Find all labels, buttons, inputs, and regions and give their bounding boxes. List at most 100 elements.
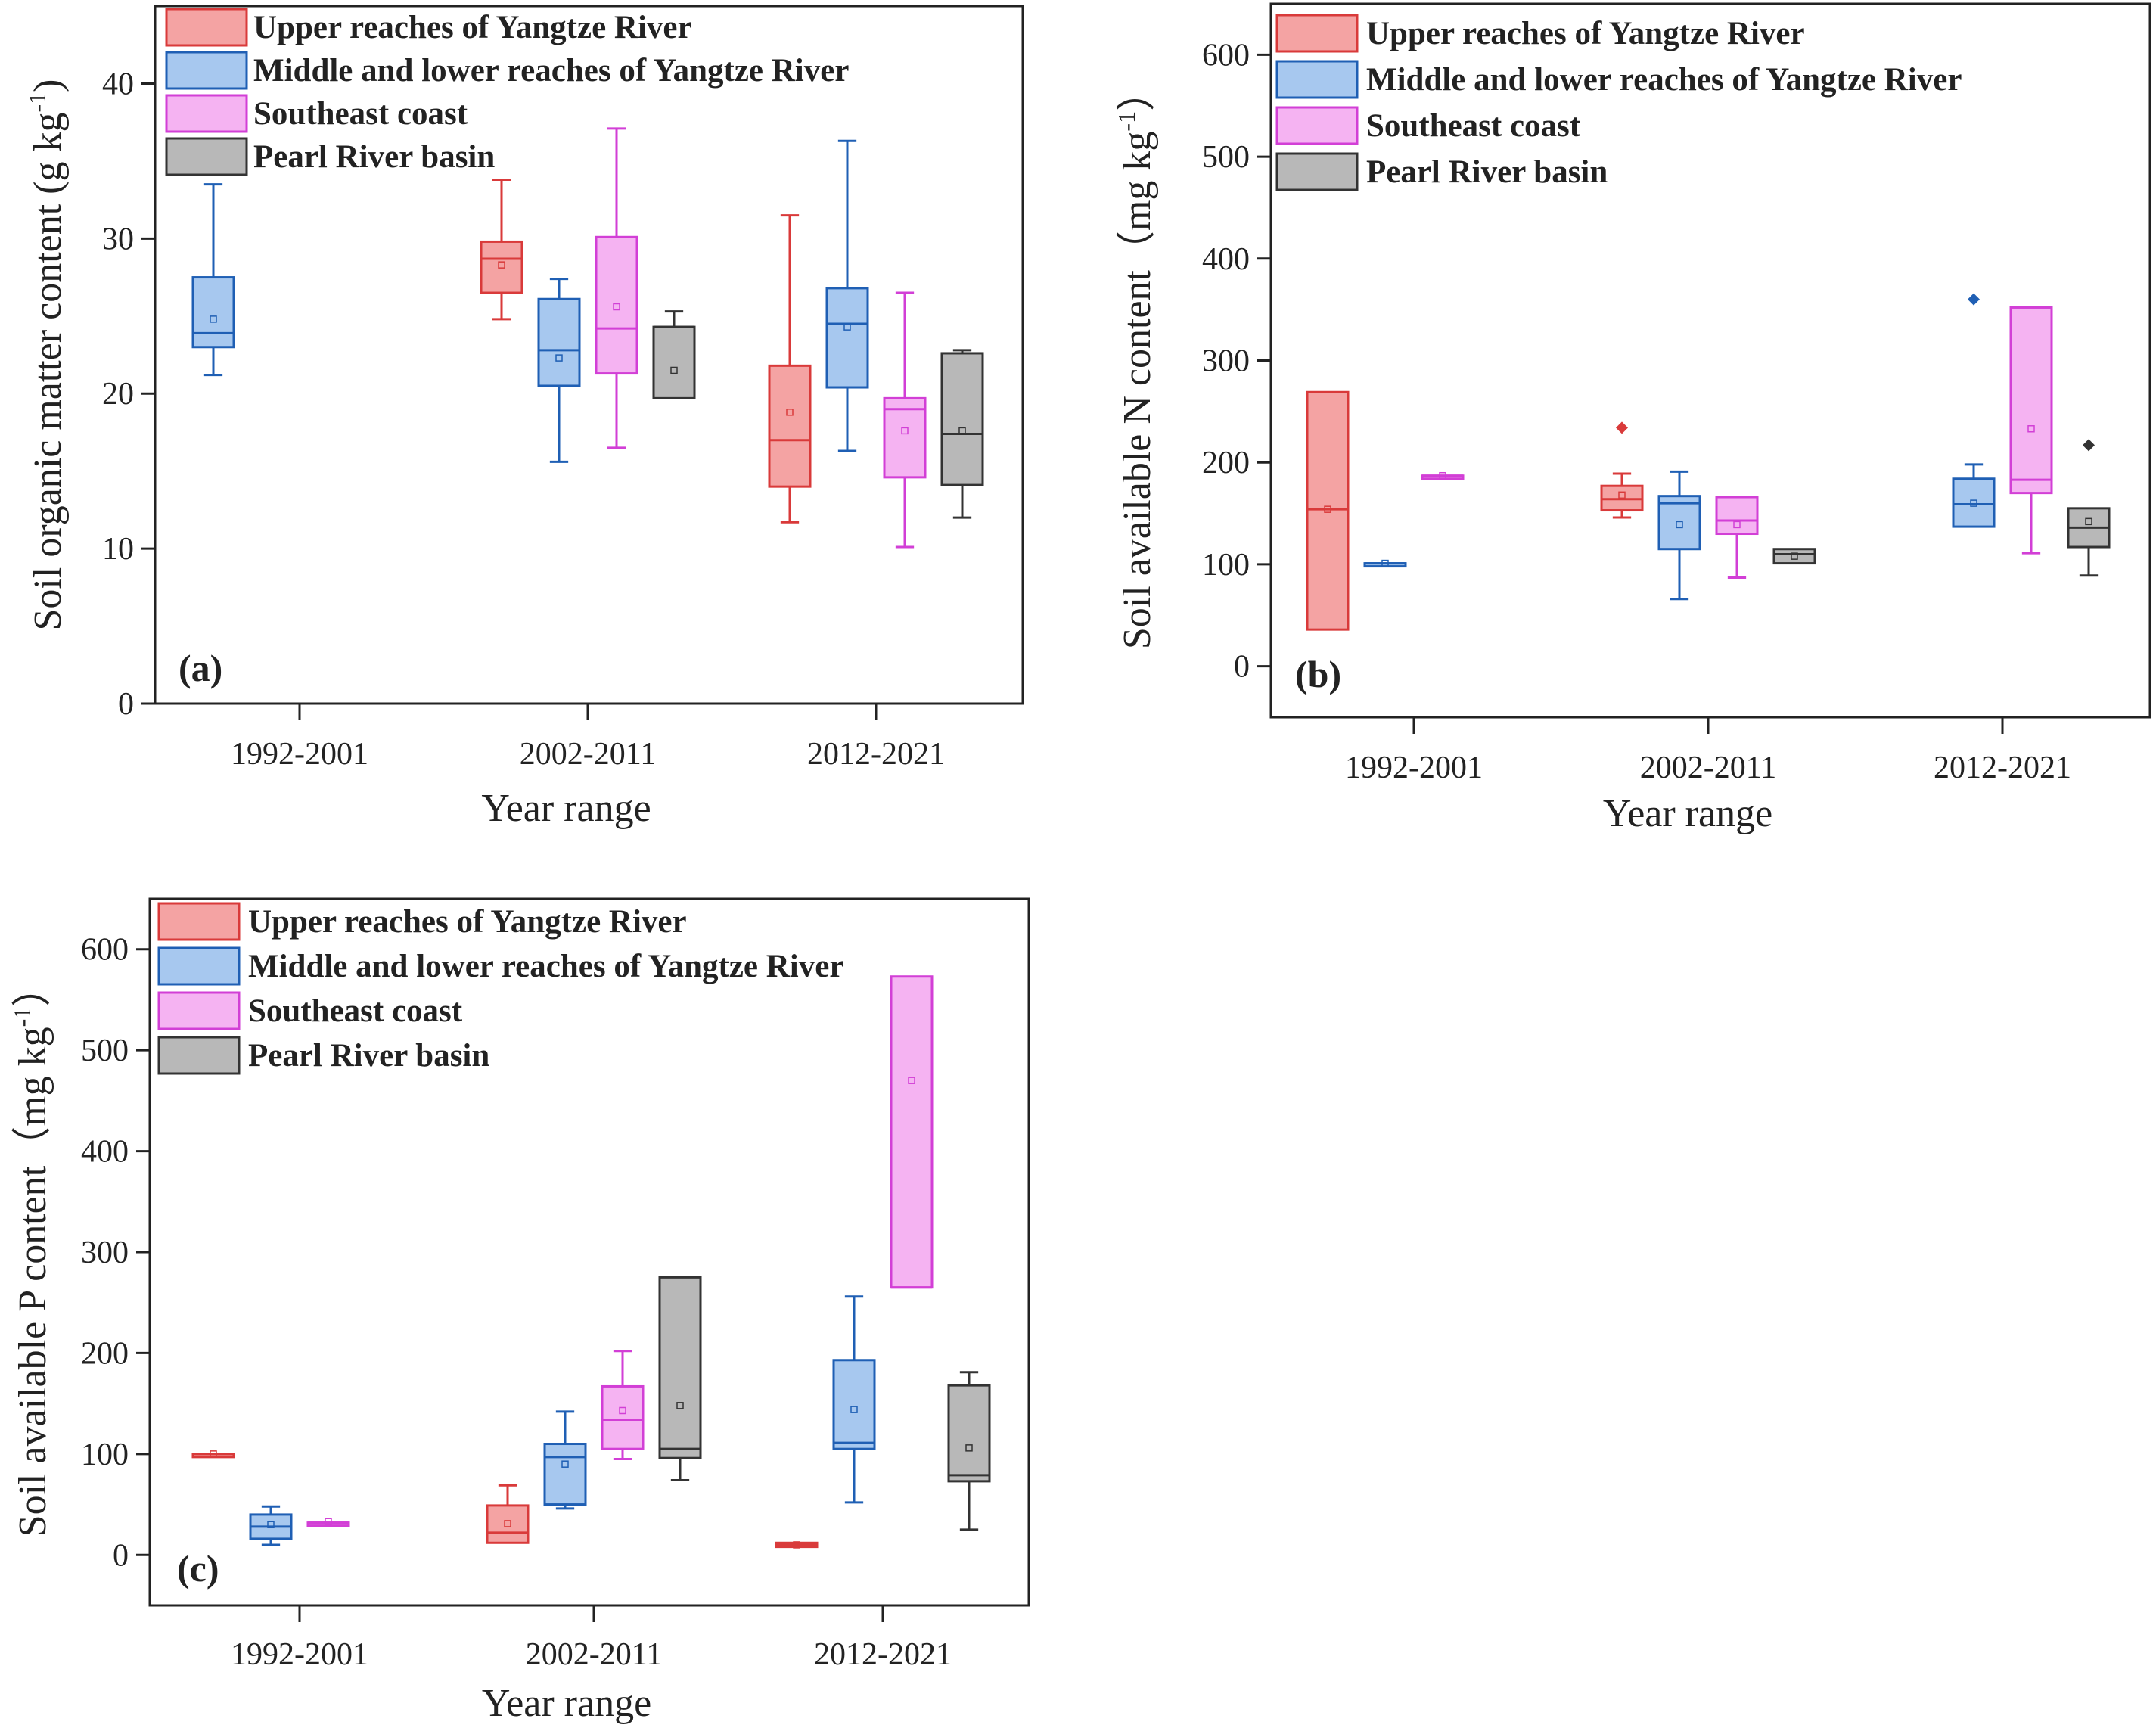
mean-marker: [613, 303, 620, 311]
box-iqr: [480, 240, 523, 294]
box-iqr: [595, 235, 638, 375]
x-tick-label: 2002-2011: [526, 1637, 662, 1672]
box-middle-and-lower-reaches-of-yangtze-river-1992-2001: [249, 1505, 293, 1546]
y-tick-label: 0: [1234, 650, 1250, 685]
y-axis-title: Soil available N content（mg kg-1）: [1113, 72, 1159, 649]
y-tick-label: 40: [102, 67, 134, 101]
chart-panel-2: 0 100 200 300 400 500 600 1992-2001 2002-2011 201…: [1113, 2, 2151, 835]
mean-marker: [619, 1406, 626, 1415]
mean-marker: [850, 1406, 858, 1413]
box-upper-reaches-of-yangtze-river-2002-2011: [486, 1484, 530, 1544]
mean-marker: [1791, 552, 1798, 560]
box-iqr: [2009, 306, 2053, 495]
legend-label: Pearl River basin: [248, 1038, 489, 1074]
mean-marker: [1970, 499, 1977, 507]
box-pearl-river-basin-2002-2011: [1772, 548, 1816, 565]
legend-label: Southeast coast: [1366, 108, 1581, 144]
x-axis-title: Year range: [482, 1682, 651, 1725]
legend: Upper reaches of Yangtze River Middle and…: [1275, 14, 1962, 191]
legend-label: Upper reaches of Yangtze River: [1366, 16, 1805, 51]
box-upper-reaches-of-yangtze-river-2002-2011: [480, 178, 523, 321]
y-tick-label: 600: [81, 933, 129, 968]
mean-marker: [267, 1521, 275, 1529]
box-middle-and-lower-reaches-of-yangtze-river-2012-2021: [832, 1295, 876, 1504]
y-tick-label: 400: [1202, 242, 1250, 277]
box-southeast-coast-1992-2001: [306, 1518, 350, 1527]
x-axis-title: Year range: [1603, 792, 1772, 835]
legend-swatch: [157, 991, 241, 1030]
box-iqr: [947, 1384, 991, 1483]
mean-marker: [1324, 505, 1331, 513]
panel-label: (a): [179, 647, 222, 689]
box-pearl-river-basin-2002-2011: [652, 310, 696, 399]
mean-marker: [325, 1518, 332, 1526]
y-tick-label: 0: [113, 1538, 129, 1573]
box-iqr: [1715, 496, 1759, 536]
mean-marker: [786, 409, 794, 416]
legend-swatch: [1275, 14, 1359, 53]
legend-swatch: [157, 946, 241, 986]
box-iqr: [768, 364, 812, 488]
y-tick-label: 20: [102, 377, 134, 412]
y-tick-label: 500: [1202, 140, 1250, 175]
mean-marker: [2027, 425, 2035, 433]
box-upper-reaches-of-yangtze-river-2012-2021: [768, 214, 812, 524]
y-tick-label: 500: [81, 1033, 129, 1068]
chart-panel-3: 0 100 200 300 400 500 600 1992-2001 2002-2011 201…: [8, 897, 1030, 1725]
chart-panel-1: 0 10 20 30 40 1992-2001 2002-2011 2012-2021 Year…: [23, 5, 1024, 830]
mean-marker: [676, 1402, 684, 1409]
x-tick-label: 1992-2001: [231, 737, 368, 772]
mean-marker: [670, 366, 678, 374]
mean-marker: [504, 1520, 511, 1527]
box-southeast-coast-2002-2011: [595, 127, 638, 449]
box-iqr: [543, 1443, 587, 1506]
box-upper-reaches-of-yangtze-river-1992-2001: [1306, 390, 1350, 631]
mean-marker: [908, 1077, 915, 1084]
box-southeast-coast-2012-2021: [2009, 306, 2053, 555]
mean-marker: [1676, 521, 1683, 529]
mean-marker: [210, 315, 217, 323]
legend: Upper reaches of Yangtze River Middle and…: [165, 8, 849, 176]
box-upper-reaches-of-yangtze-river-2012-2021: [775, 1541, 819, 1549]
y-tick-label: 600: [1202, 38, 1250, 73]
legend-label: Pearl River basin: [253, 139, 495, 175]
legend-swatch: [1275, 152, 1359, 191]
box-iqr: [658, 1276, 702, 1459]
y-tick-label: 400: [81, 1135, 129, 1170]
x-tick-label: 2012-2021: [814, 1637, 952, 1672]
x-tick-label: 1992-2001: [231, 1637, 368, 1672]
mean-marker: [1381, 559, 1389, 567]
box-middle-and-lower-reaches-of-yangtze-river-1992-2001: [1363, 559, 1407, 568]
legend-swatch: [157, 1036, 241, 1075]
mean-marker: [210, 1450, 217, 1458]
legend-swatch: [165, 51, 248, 90]
box-upper-reaches-of-yangtze-river-2002-2011: [1600, 472, 1644, 519]
legend-swatch: [1275, 60, 1359, 99]
legend-label: Southeast coast: [248, 993, 463, 1029]
box-iqr: [191, 276, 235, 349]
mean-marker: [1733, 521, 1741, 529]
x-axis-title: Year range: [481, 787, 651, 830]
y-tick-label: 200: [1202, 446, 1250, 480]
y-tick-label: 0: [118, 687, 134, 722]
box-southeast-coast-2012-2021: [890, 975, 934, 1289]
box-middle-and-lower-reaches-of-yangtze-river-2012-2021: [825, 139, 869, 452]
x-tick-label: 1992-2001: [1345, 751, 1483, 785]
legend-label: Middle and lower reaches of Yangtze Rive…: [1366, 62, 1962, 98]
box-middle-and-lower-reaches-of-yangtze-river-2002-2011: [543, 1410, 587, 1510]
y-tick-label: 30: [102, 222, 134, 256]
legend-label: Pearl River basin: [1366, 154, 1608, 190]
mean-marker: [901, 427, 909, 435]
box-iqr: [486, 1504, 530, 1544]
box-middle-and-lower-reaches-of-yangtze-river-1992-2001: [191, 183, 235, 377]
legend-label: Upper reaches of Yangtze River: [248, 904, 687, 940]
mean-marker: [843, 323, 851, 331]
legend-label: Upper reaches of Yangtze River: [253, 10, 692, 45]
legend-swatch: [165, 94, 248, 133]
legend-swatch: [157, 902, 241, 941]
box-middle-and-lower-reaches-of-yangtze-river-2002-2011: [1657, 470, 1701, 601]
outlier-point: [1616, 421, 1628, 434]
mean-marker: [958, 427, 966, 435]
box-middle-and-lower-reaches-of-yangtze-river-2002-2011: [537, 278, 581, 463]
y-tick-label: 300: [1202, 344, 1250, 379]
